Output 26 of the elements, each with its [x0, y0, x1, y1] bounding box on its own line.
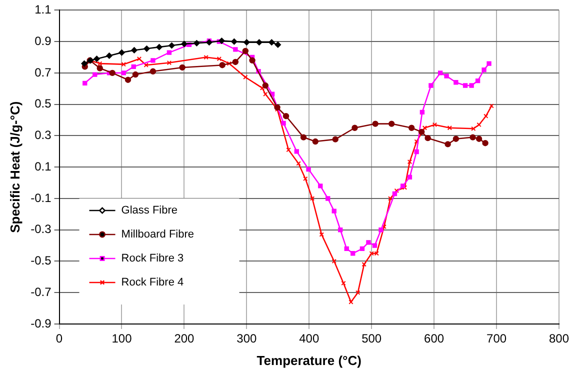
legend-label: Glass Fibre: [121, 204, 178, 217]
x-tick-label: 100: [112, 332, 132, 346]
legend-label: Rock Fibre 3: [121, 252, 184, 265]
y-tick-label: 0.3: [34, 128, 52, 142]
legend-label: Millboard Fibre: [121, 228, 194, 241]
y-tick-label: 0.7: [34, 65, 52, 80]
y-tick-label: 0.9: [34, 34, 52, 48]
y-tick-label: 0.1: [34, 159, 52, 174]
x-tick-label: 600: [424, 332, 444, 346]
legend-label: Rock Fibre 4: [121, 276, 184, 289]
y-tick-label: -0.1: [30, 190, 52, 205]
x-axis-title: Temperature (°C): [256, 352, 362, 368]
x-tick-label: 700: [486, 332, 507, 346]
y-axis-title: Specific Heat (J/g-°C): [7, 101, 22, 233]
y-tick-label: -0.5: [30, 254, 52, 268]
y-tick-label: -0.7: [30, 284, 52, 299]
y-tick-label: 1.1: [34, 2, 52, 17]
x-tick-label: 0: [56, 332, 63, 346]
x-tick-label: 800: [548, 332, 570, 346]
y-tick-label: -0.9: [30, 316, 52, 330]
y-tick-label: -0.3: [30, 222, 52, 236]
x-tick-label: 300: [236, 332, 258, 346]
x-tick-label: 400: [299, 332, 320, 346]
y-tick-label: 0.5: [34, 96, 52, 111]
x-tick-label: 200: [174, 332, 195, 346]
x-tick-label: 500: [362, 332, 382, 346]
